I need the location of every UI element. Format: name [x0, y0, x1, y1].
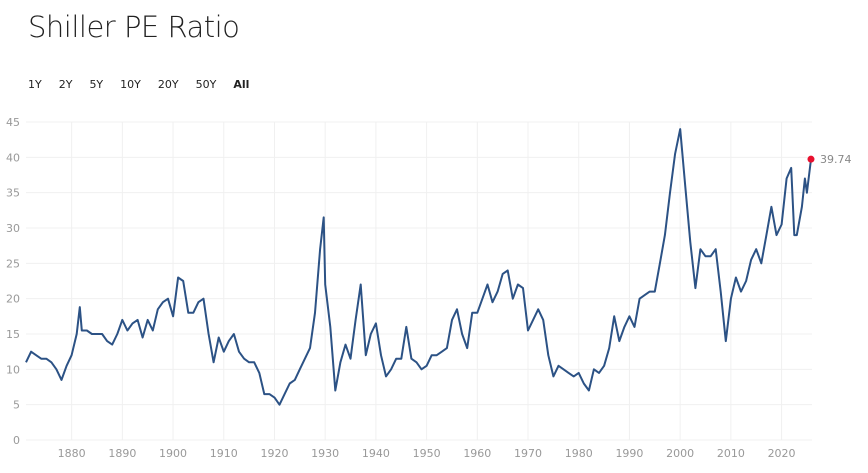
range-2y[interactable]: 2Y	[58, 78, 73, 91]
x-tick-label: 1910	[210, 447, 238, 460]
x-tick-label: 1900	[159, 447, 187, 460]
x-tick-label: 1890	[108, 447, 136, 460]
x-tick-label: 1950	[413, 447, 441, 460]
range-50y[interactable]: 50Y	[195, 78, 217, 91]
y-tick-label: 30	[6, 222, 20, 235]
range-10y[interactable]: 10Y	[120, 78, 141, 91]
x-tick-label: 1930	[311, 447, 339, 460]
y-tick-label: 25	[6, 257, 20, 270]
range-20y[interactable]: 20Y	[157, 78, 179, 91]
page-title: Shiller PE Ratio	[28, 10, 240, 44]
x-tick-label: 2020	[768, 447, 796, 460]
y-tick-label: 45	[6, 116, 20, 129]
y-tick-label: 5	[13, 399, 20, 412]
last-value-point	[807, 155, 815, 163]
y-tick-label: 15	[6, 328, 20, 341]
range-1y[interactable]: 1Y	[28, 78, 42, 91]
y-tick-label: 0	[13, 434, 20, 447]
x-tick-label: 1990	[615, 447, 643, 460]
x-tick-label: 2010	[717, 447, 745, 460]
range-5y[interactable]: 5Y	[89, 78, 104, 91]
x-tick-label: 1880	[58, 447, 86, 460]
y-tick-label: 35	[6, 187, 20, 200]
y-tick-label: 20	[6, 293, 20, 306]
y-tick-label: 10	[6, 363, 20, 376]
x-tick-label: 1970	[514, 447, 542, 460]
pe-ratio-series-line	[25, 128, 812, 406]
last-value-label: 39.74	[820, 153, 852, 166]
x-tick-label: 1960	[463, 447, 491, 460]
y-tick-label: 40	[6, 151, 20, 164]
x-tick-label: 2000	[666, 447, 694, 460]
x-tick-label: 1920	[260, 447, 288, 460]
range-all[interactable]: All	[233, 78, 250, 91]
x-tick-label: 1940	[362, 447, 390, 460]
x-tick-label: 1980	[565, 447, 593, 460]
range-selector: 1Y 2Y 5Y 10Y 20Y 50Y All	[28, 78, 266, 91]
